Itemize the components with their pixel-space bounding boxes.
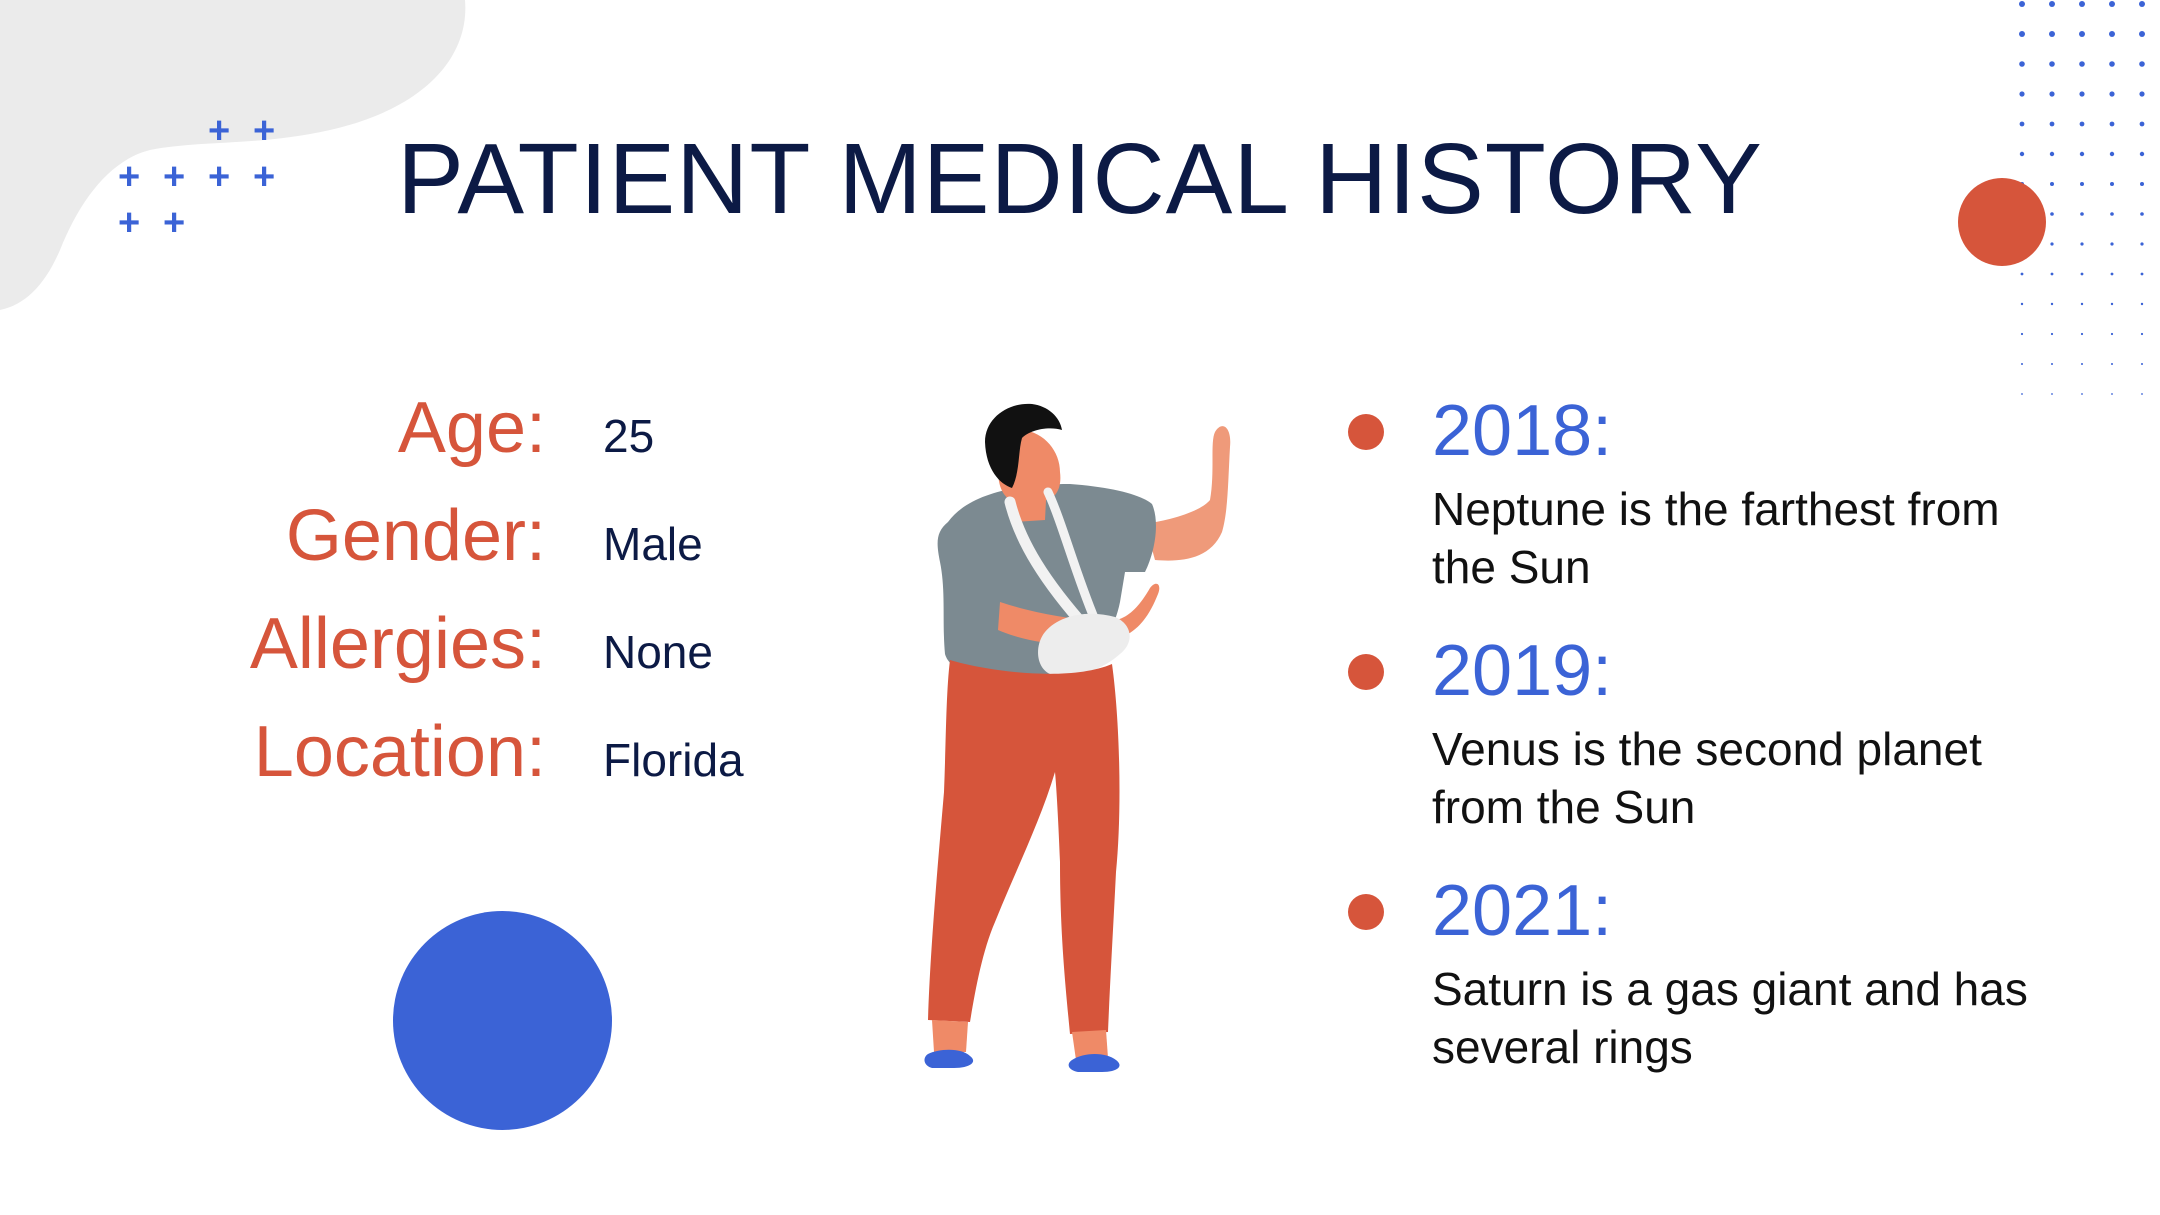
allergies-label: Allergies: [249, 604, 546, 684]
decorative-blob [0, 0, 466, 310]
timeline-description: Saturn is a gas giant and has several ri… [1432, 963, 2028, 1073]
bullet-dot [1348, 894, 1384, 930]
gender-value: Male [603, 518, 703, 570]
timeline-description: Neptune is the farthest from the Sun [1432, 483, 2000, 593]
decorative-blue-circle [393, 911, 612, 1130]
timeline-year: 2021: [1432, 871, 1613, 951]
timeline-year: 2019: [1432, 631, 1613, 711]
timeline-entry: 2018: Neptune is the farthest from the S… [1340, 390, 2040, 596]
plus-pattern: + + + + + + + + [118, 110, 276, 244]
bullet-dot [1348, 654, 1384, 690]
dot-pattern [2019, 1, 2145, 395]
timeline-description: Venus is the second planet from the Sun [1432, 723, 1982, 833]
gender-label: Gender: [285, 496, 546, 576]
age-value: 25 [603, 410, 655, 462]
location-value: Florida [603, 734, 744, 786]
patient-field-labels: Age: Gender: Allergies: Location: [150, 385, 546, 817]
allergies-value: None [603, 626, 713, 678]
history-timeline: 2018: Neptune is the farthest from the S… [1340, 390, 2040, 1110]
location-label: Location: [253, 712, 546, 792]
page-title: PATIENT MEDICAL HISTORY [397, 123, 1763, 235]
timeline-entry: 2019: Venus is the second planet from th… [1340, 630, 2040, 836]
patient-field-values: 25 Male None Florida [603, 385, 1003, 817]
age-label: Age: [397, 388, 546, 468]
timeline-entry: 2021: Saturn is a gas giant and has seve… [1340, 870, 2040, 1076]
patient-with-arm-sling-illustration [924, 403, 1231, 1072]
decorative-red-circle [1958, 178, 2046, 266]
timeline-year: 2018: [1432, 391, 1613, 471]
bullet-dot [1348, 414, 1384, 450]
